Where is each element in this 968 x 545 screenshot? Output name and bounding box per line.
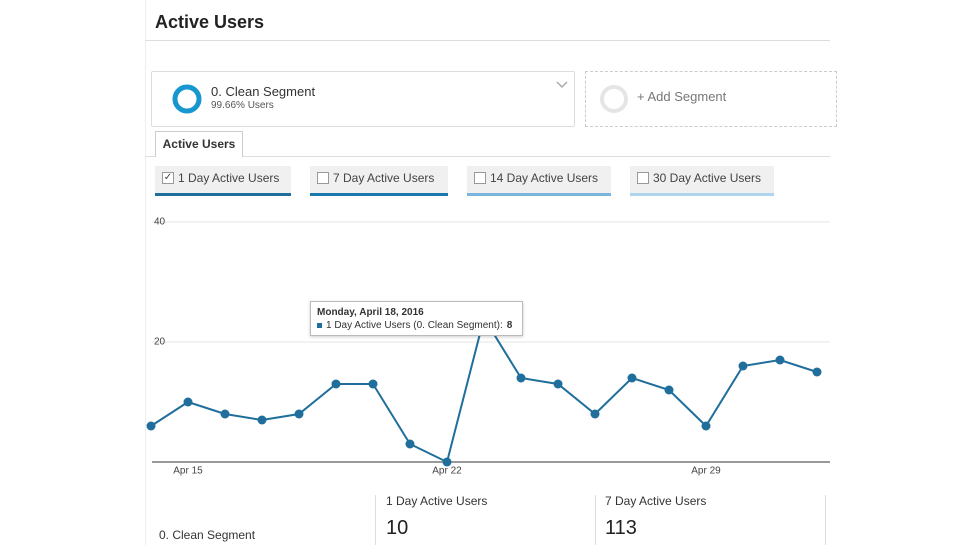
metric-tab[interactable]: 7 Day Active Users [310, 166, 448, 196]
card-label: 1 Day Active Users [386, 494, 488, 508]
data-point [627, 373, 637, 383]
data-point [812, 367, 822, 377]
checkbox[interactable] [637, 172, 649, 184]
card-label: 7 Day Active Users [605, 494, 707, 508]
segment-name: 0. Clean Segment [211, 84, 316, 99]
tooltip-label: 1 Day Active Users (0. Clean Segment): [326, 320, 503, 331]
tab[interactable]: Active Users [155, 131, 243, 157]
add-segment[interactable]: + Add Segment [585, 71, 837, 127]
segment-card[interactable]: 0. Clean Segment 99.66% Users [151, 71, 575, 127]
data-point [146, 421, 156, 431]
y-tick-label: 20 [154, 337, 166, 348]
data-point [405, 439, 415, 449]
metric-tab[interactable]: 14 Day Active Users [467, 166, 611, 196]
data-point [701, 421, 711, 431]
data-point [775, 355, 785, 365]
data-point [257, 415, 267, 425]
x-tick-label: Apr 15 [173, 466, 203, 477]
data-point [664, 385, 674, 395]
data-point [368, 379, 378, 389]
tooltip: Monday, April 18, 2016 1 Day Active User… [310, 301, 523, 336]
tooltip-value: 8 [506, 320, 513, 331]
divider [145, 40, 830, 41]
data-point [183, 397, 193, 407]
tooltip-row: 1 Day Active Users (0. Clean Segment): 8 [317, 320, 512, 331]
checkbox[interactable] [474, 172, 486, 184]
tooltip-marker [317, 322, 322, 328]
panel-edge [145, 0, 146, 545]
card-value: 10 [386, 517, 409, 539]
metric-tab[interactable]: ✓ 1 Day Active Users [155, 166, 291, 196]
add-donut [600, 85, 628, 113]
metric-tab[interactable]: 30 Day Active Users [630, 166, 774, 196]
data-point [442, 457, 452, 467]
separator [595, 495, 596, 545]
dropdown-arrow[interactable] [555, 80, 569, 90]
checkbox[interactable]: ✓ [162, 172, 174, 184]
data-point [516, 373, 526, 383]
add-segment-label[interactable]: + Add Segment [637, 89, 727, 104]
segment-detail: 99.66% Users [211, 100, 274, 111]
page-title: Active Users [155, 12, 265, 32]
data-point [553, 379, 563, 389]
segment-donut [172, 84, 202, 114]
metric-label: 1 Day Active Users [178, 171, 280, 185]
data-point [331, 379, 341, 389]
checkbox[interactable] [317, 172, 329, 184]
summary-segment: 0. Clean Segment [159, 528, 256, 542]
y-tick-label: 40 [154, 217, 166, 228]
data-point [738, 361, 748, 371]
separator [375, 495, 376, 545]
metric-label: 14 Day Active Users [490, 171, 599, 185]
separator [825, 495, 826, 545]
data-point [590, 409, 600, 419]
card-value: 113 [605, 517, 637, 539]
metric-label: 7 Day Active Users [333, 171, 435, 185]
data-point [220, 409, 230, 419]
tooltip-date: Monday, April 18, 2016 [317, 307, 424, 318]
data-point [294, 409, 304, 419]
x-tick-label: Apr 22 [432, 466, 462, 477]
plot [146, 313, 822, 467]
metric-label: 30 Day Active Users [653, 171, 762, 185]
x-tick-label: Apr 29 [691, 466, 721, 477]
series-line [150, 315, 818, 464]
tab-baseline [145, 156, 830, 157]
